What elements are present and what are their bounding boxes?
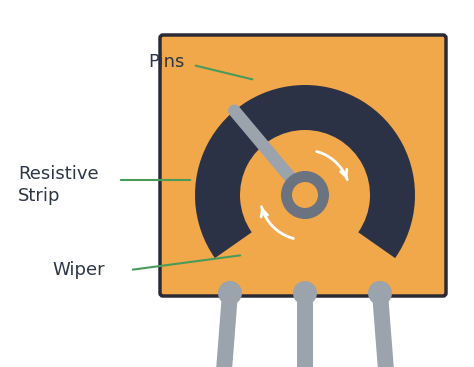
FancyBboxPatch shape: [160, 35, 446, 296]
Circle shape: [292, 182, 318, 208]
Polygon shape: [216, 293, 238, 367]
Wedge shape: [195, 85, 415, 258]
Circle shape: [218, 281, 242, 305]
Polygon shape: [372, 293, 394, 367]
Text: Pins: Pins: [148, 53, 184, 71]
Text: Wiper: Wiper: [52, 261, 105, 279]
Text: Resistive
Strip: Resistive Strip: [18, 165, 99, 205]
Polygon shape: [297, 293, 313, 367]
Circle shape: [281, 171, 329, 219]
Circle shape: [293, 281, 317, 305]
Circle shape: [368, 281, 392, 305]
